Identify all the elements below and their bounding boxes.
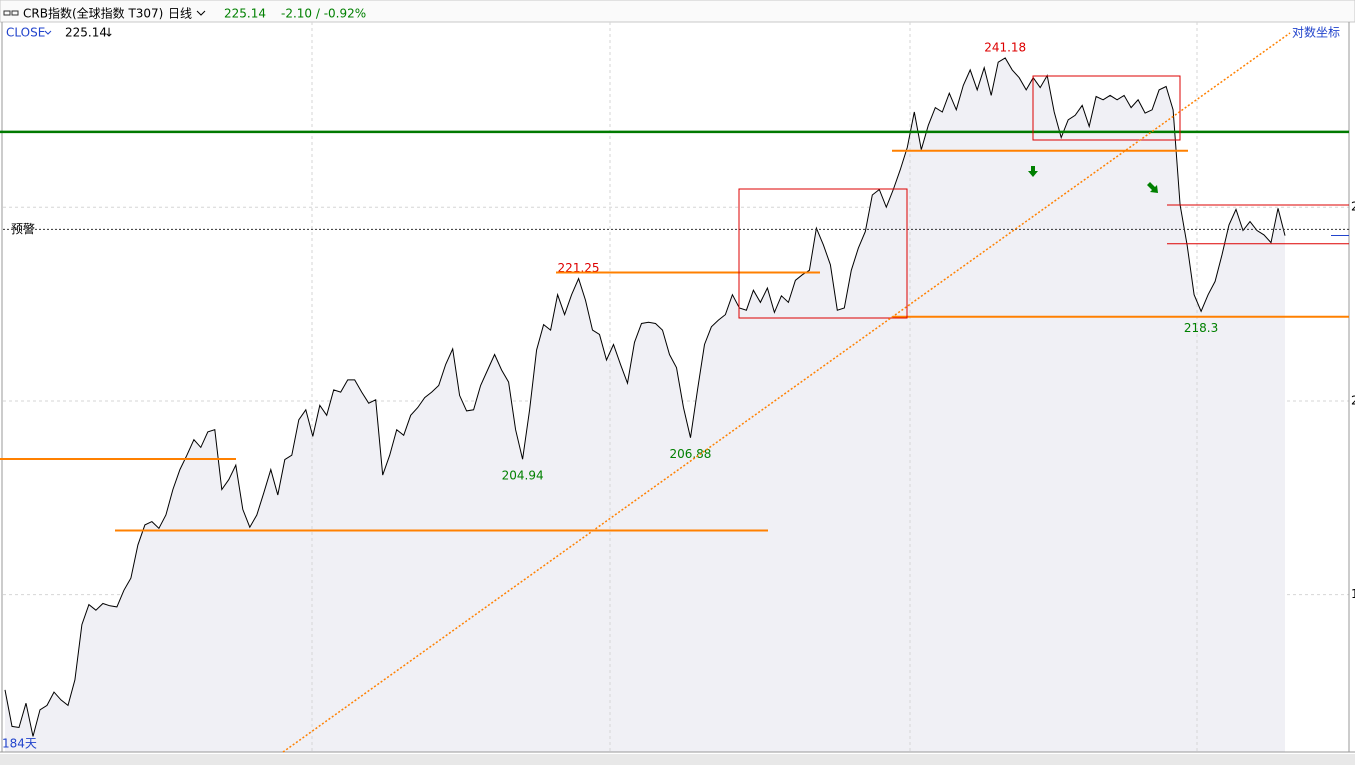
header-bar [0, 0, 1355, 23]
high-label: 241.18 [984, 40, 1026, 54]
low-label: 204.94 [502, 469, 544, 483]
area [5, 58, 1285, 752]
back-layer [3, 58, 1349, 752]
dropdown-arrow [44, 30, 52, 35]
header-price: 225.14 [224, 7, 266, 21]
current-value: 225.14 [65, 26, 107, 40]
y-tick-label: 227.7 [1351, 200, 1355, 214]
title: CRB指数(全球指数 T307) [23, 6, 163, 21]
low-label: 206.88 [669, 447, 711, 461]
box [1032, 75, 1181, 141]
alert-label: 预警 [11, 221, 35, 236]
series-selector[interactable]: CLOSE [6, 26, 45, 40]
y-tick-label: 210.2 [1351, 393, 1355, 407]
time-grid [311, 22, 1198, 752]
arrow-down [1028, 166, 1038, 177]
arrow-diag [1147, 182, 1158, 193]
box [738, 188, 908, 319]
low-label: 218.3 [1184, 321, 1218, 335]
dropdown-arrow [196, 10, 206, 16]
tab-bar [0, 754, 1355, 765]
log-scale-button[interactable]: 对数坐标 [1292, 25, 1340, 40]
down-glyph: ↓ [104, 26, 114, 40]
front-layer: 192.7210.2227.7221.25241.18204.94206.882… [0, 40, 1355, 737]
icon [3, 10, 11, 16]
header-change: -2.10 / -0.92% [281, 7, 366, 21]
y-tick-label: 192.7 [1351, 587, 1355, 601]
icon [11, 10, 19, 16]
period-selector[interactable]: 日线 [168, 7, 192, 21]
period-label: 184天 [2, 737, 37, 751]
